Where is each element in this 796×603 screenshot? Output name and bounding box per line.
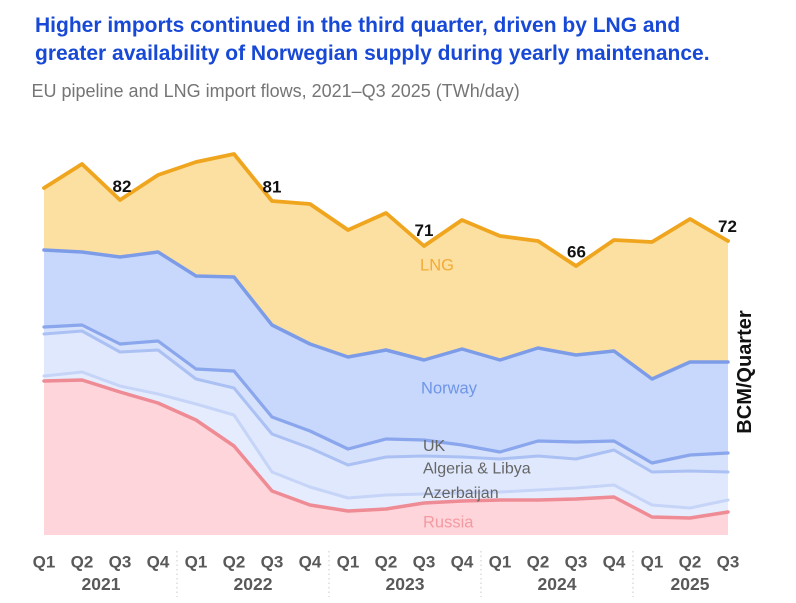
svg-text:LNG: LNG (420, 257, 454, 275)
svg-text:Azerbaijan: Azerbaijan (423, 485, 499, 502)
svg-text:Russia: Russia (423, 514, 474, 532)
svg-text:Q2: Q2 (527, 553, 550, 572)
svg-text:Q3: Q3 (565, 553, 588, 572)
svg-text:Q2: Q2 (375, 553, 398, 572)
svg-text:2025: 2025 (671, 574, 710, 594)
svg-text:72: 72 (718, 217, 737, 236)
svg-text:81: 81 (263, 178, 282, 197)
svg-text:BCM/Quarter: BCM/Quarter (734, 310, 756, 434)
svg-text:2024: 2024 (538, 574, 577, 594)
svg-text:Q3: Q3 (717, 553, 740, 572)
svg-text:Norway: Norway (421, 380, 478, 398)
svg-text:Q3: Q3 (109, 553, 132, 572)
svg-text:Q1: Q1 (33, 553, 56, 572)
svg-text:Algeria & Libya: Algeria & Libya (423, 461, 531, 478)
svg-text:Q4: Q4 (299, 553, 322, 572)
svg-text:71: 71 (415, 221, 434, 240)
svg-text:Q1: Q1 (185, 553, 208, 572)
svg-text:2022: 2022 (234, 574, 273, 594)
svg-text:UK: UK (423, 438, 446, 455)
svg-text:Q2: Q2 (223, 553, 246, 572)
svg-text:82: 82 (113, 177, 132, 196)
svg-text:Q4: Q4 (603, 553, 626, 572)
svg-text:2021: 2021 (82, 574, 121, 594)
svg-text:Q3: Q3 (261, 553, 284, 572)
svg-text:Q4: Q4 (147, 553, 170, 572)
svg-text:66: 66 (567, 243, 586, 262)
svg-text:Q4: Q4 (451, 553, 474, 572)
svg-text:Q3: Q3 (413, 553, 436, 572)
svg-text:Q1: Q1 (641, 553, 664, 572)
svg-text:2023: 2023 (386, 574, 425, 594)
svg-text:Q1: Q1 (337, 553, 360, 572)
svg-text:Q2: Q2 (679, 553, 702, 572)
svg-text:Q2: Q2 (71, 553, 94, 572)
svg-text:Q1: Q1 (489, 553, 512, 572)
